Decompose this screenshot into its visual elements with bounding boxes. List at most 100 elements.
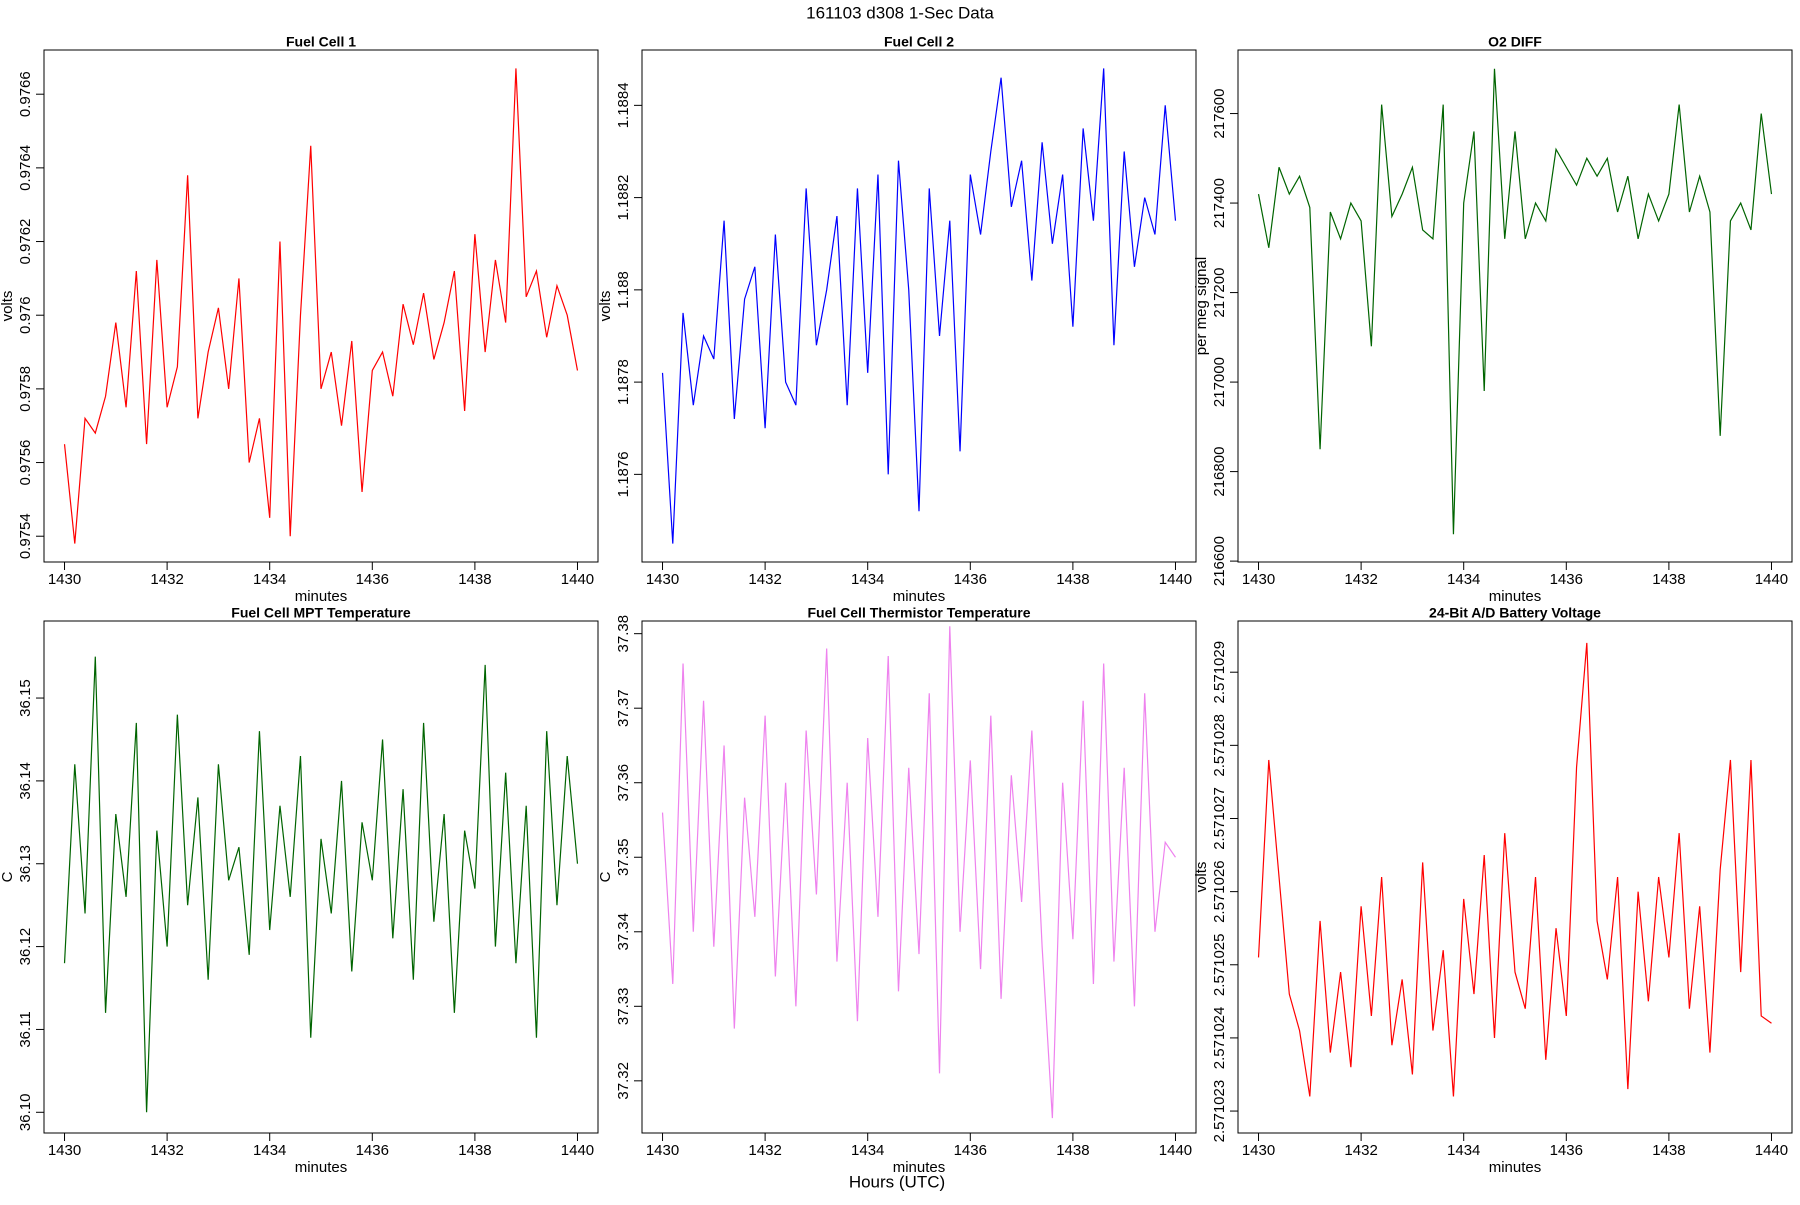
plot-frame <box>641 49 1197 563</box>
data-line <box>661 626 1176 1119</box>
x-tick-label: 1434 <box>1447 1142 1480 1159</box>
plot-frame <box>641 620 1197 1134</box>
x-tick-label: 1432 <box>150 571 183 588</box>
x-tick-label: 1434 <box>253 1142 286 1159</box>
x-tick-label: 1432 <box>748 1142 781 1159</box>
y-tick-label: 36.10 <box>17 1094 34 1132</box>
y-tick-label: 0.9762 <box>17 219 34 265</box>
plot-frame <box>1237 620 1793 1134</box>
x-tick-label: 1432 <box>1344 1142 1377 1159</box>
panel: O2 DIFF 1430 1432 1434 1436 1438 1440 minutes 21… <box>1193 34 1793 605</box>
y-tick-label: 0.9766 <box>17 71 34 117</box>
y-tick-label: 2.571025 <box>1211 933 1228 996</box>
y-tick-label: 0.9764 <box>17 145 34 191</box>
x-axis-label: minutes <box>1489 1159 1542 1176</box>
y-axis-label: C <box>0 871 16 882</box>
y-tick-label: 2.571027 <box>1211 787 1228 850</box>
x-axis-label: minutes <box>295 588 348 605</box>
x-tick-label: 1430 <box>646 1142 679 1159</box>
x-tick-label: 1436 <box>1550 1142 1583 1159</box>
y-tick-label: 37.38 <box>615 615 632 653</box>
y-tick-label: 217600 <box>1211 89 1228 139</box>
x-tick-label: 1434 <box>851 1142 884 1159</box>
x-axis-label: minutes <box>1489 588 1542 605</box>
x-tick-label: 1438 <box>1652 571 1685 588</box>
panel-title: Fuel Cell 1 <box>286 34 356 50</box>
data-line <box>63 656 579 1113</box>
y-tick-label: 217000 <box>1211 357 1228 407</box>
x-tick-label: 1438 <box>458 1142 491 1159</box>
x-tick-label: 1436 <box>356 1142 389 1159</box>
x-tick-label: 1434 <box>253 571 286 588</box>
x-tick-label: 1432 <box>1344 571 1377 588</box>
x-tick-label: 1434 <box>1447 571 1480 588</box>
y-tick-label: 36.15 <box>17 679 34 717</box>
y-tick-label: 0.976 <box>17 296 34 334</box>
y-tick-label: 217200 <box>1211 268 1228 318</box>
x-tick-label: 1436 <box>1550 571 1583 588</box>
x-tick-label: 1438 <box>1056 1142 1089 1159</box>
plot-frame <box>43 620 599 1134</box>
x-tick-label: 1440 <box>1159 1142 1192 1159</box>
y-tick-label: 36.11 <box>17 1011 34 1047</box>
y-tick-label: 37.37 <box>615 689 632 727</box>
x-tick-label: 1436 <box>356 571 389 588</box>
x-axis-label: minutes <box>295 1159 348 1176</box>
page-title: 161103 d308 1-Sec Data <box>806 3 994 22</box>
x-tick-label: 1436 <box>954 571 987 588</box>
data-line <box>63 68 579 544</box>
y-tick-label: 37.34 <box>615 913 632 951</box>
x-tick-label: 1432 <box>748 571 781 588</box>
y-tick-label: 37.32 <box>615 1062 632 1100</box>
panel: 24-Bit A/D Battery Voltage 1430 1432 1434 14… <box>1193 605 1793 1176</box>
x-tick-label: 1438 <box>1056 571 1089 588</box>
y-tick-label: 37.36 <box>615 764 632 802</box>
x-tick-label: 1430 <box>1242 1142 1275 1159</box>
x-tick-label: 1440 <box>1755 1142 1788 1159</box>
panel-title: Fuel Cell Thermistor Temperature <box>807 605 1030 621</box>
y-tick-label: 1.188 <box>615 271 632 309</box>
x-tick-label: 1440 <box>1755 571 1788 588</box>
x-tick-label: 1440 <box>561 1142 594 1159</box>
y-tick-label: 216800 <box>1211 447 1228 497</box>
panel: Fuel Cell 2 1430 1432 1434 1436 1438 1440 minut… <box>597 34 1197 605</box>
y-tick-label: 1.1884 <box>615 82 632 128</box>
panel-title: Fuel Cell MPT Temperature <box>231 605 411 621</box>
y-tick-label: 216600 <box>1211 536 1228 586</box>
x-axis-label: minutes <box>893 1159 946 1176</box>
y-tick-label: 2.571029 <box>1211 641 1228 704</box>
y-tick-label: 2.571024 <box>1211 1007 1228 1070</box>
panel: Fuel Cell MPT Temperature 1430 1432 1434 143… <box>0 605 599 1176</box>
y-axis-label: volts <box>597 291 614 322</box>
x-tick-label: 1430 <box>1242 571 1275 588</box>
x-tick-label: 1440 <box>1159 571 1192 588</box>
y-axis-label: C <box>597 871 614 882</box>
panel-title: Fuel Cell 2 <box>884 34 954 50</box>
data-line <box>661 68 1177 544</box>
x-tick-label: 1438 <box>1652 1142 1685 1159</box>
x-axis-label: minutes <box>893 588 946 605</box>
plot-frame <box>1237 49 1793 563</box>
y-tick-label: 2.571026 <box>1211 860 1228 923</box>
plot-frame <box>43 49 599 563</box>
x-tick-label: 1432 <box>150 1142 183 1159</box>
y-tick-label: 37.33 <box>615 988 632 1026</box>
panel: Fuel Cell Thermistor Temperature 1430 1432… <box>597 605 1197 1176</box>
x-tick-label: 1438 <box>458 571 491 588</box>
y-tick-label: 217400 <box>1211 178 1228 228</box>
y-tick-label: 0.9756 <box>17 440 34 486</box>
x-axis-title: Hours (UTC) <box>849 1172 945 1191</box>
y-tick-label: 37.35 <box>615 838 632 876</box>
y-axis-label: volts <box>1193 862 1210 893</box>
y-tick-label: 1.1882 <box>615 175 632 221</box>
y-tick-label: 2.571023 <box>1211 1080 1228 1143</box>
x-tick-label: 1430 <box>48 571 81 588</box>
x-tick-label: 1440 <box>561 571 594 588</box>
panel-title: 24-Bit A/D Battery Voltage <box>1429 605 1601 621</box>
y-tick-label: 36.13 <box>17 845 34 883</box>
panel: Fuel Cell 1 1430 1432 1434 1436 1438 1440 minut… <box>0 34 599 605</box>
x-tick-label: 1434 <box>851 571 884 588</box>
x-tick-label: 1430 <box>48 1142 81 1159</box>
data-line <box>1257 642 1772 1097</box>
